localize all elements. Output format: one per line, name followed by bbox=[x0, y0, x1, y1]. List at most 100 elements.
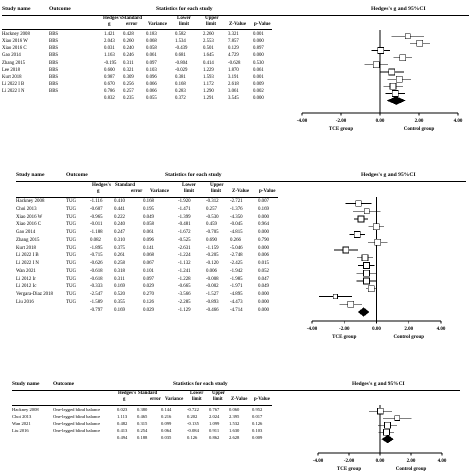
cell-upper: 1.645 bbox=[203, 53, 214, 59]
cell-g: 0.786 bbox=[104, 89, 115, 95]
cell-se: 0.258 bbox=[114, 261, 126, 266]
col-header-variance: Variance bbox=[165, 397, 184, 402]
cell-g: 1.421 bbox=[104, 32, 115, 37]
cell-lower: -1.129 bbox=[178, 307, 191, 313]
col-header-upper: Upper bbox=[212, 391, 226, 396]
cell-g: -2.547 bbox=[90, 292, 103, 297]
col-header-hedges-g: Hedges's bbox=[103, 16, 122, 21]
cell-se: 0.169 bbox=[114, 307, 126, 313]
cell-z: 3.061 bbox=[228, 89, 239, 95]
cell-upper: 2.024 bbox=[209, 414, 220, 419]
effect-square bbox=[416, 40, 424, 47]
cell-lower: -1.471 bbox=[178, 206, 191, 212]
x-tick-label: -2.00 bbox=[339, 327, 350, 332]
cell-z: 3.191 bbox=[228, 74, 239, 80]
cell-g: -1.589 bbox=[90, 299, 103, 305]
cell-z: -4.815 bbox=[230, 230, 243, 235]
cell-p: 0.952 bbox=[252, 407, 263, 412]
header-rule-bottom bbox=[16, 197, 278, 198]
cell-study: Wan 2021 bbox=[16, 268, 36, 274]
cell-lower: 0.582 bbox=[175, 32, 186, 37]
cell-outcome: BBS bbox=[49, 89, 59, 95]
cell-z: -4.895 bbox=[230, 292, 243, 297]
cell-g: 0.494 bbox=[117, 435, 128, 440]
cell-lower: 0.372 bbox=[175, 96, 186, 102]
cell-p: 0.126 bbox=[252, 421, 263, 426]
cell-z: -0.045 bbox=[230, 222, 243, 228]
cell-upper: 0.006 bbox=[206, 268, 218, 274]
effect-square bbox=[372, 61, 380, 69]
cell-study: Hackney 2008 bbox=[16, 199, 45, 204]
cell-study: Gao 2014 bbox=[16, 230, 36, 235]
col-header-upper-2: limit bbox=[213, 397, 223, 402]
cell-outcome: TUG bbox=[66, 206, 77, 212]
forest-panel-tug: Study name Outcome Statistics for each s… bbox=[0, 166, 474, 340]
effect-square bbox=[391, 90, 399, 97]
cell-p: 0.015 bbox=[258, 261, 270, 266]
cell-p: 0.047 bbox=[258, 276, 270, 282]
col-header-hedges-g: Hedges's bbox=[92, 183, 111, 188]
cell-var: 0.029 bbox=[143, 284, 155, 290]
cell-g: 0.023 bbox=[117, 407, 128, 412]
cell-var: 0.183 bbox=[146, 32, 157, 37]
cell-lower: 1.534 bbox=[175, 39, 186, 45]
cell-se: 0.222 bbox=[114, 214, 126, 220]
cell-p: 0.530 bbox=[253, 60, 264, 66]
cell-se: 0.321 bbox=[123, 67, 134, 73]
cell-z: 2.628 bbox=[229, 435, 240, 440]
cell-upper: 0.767 bbox=[209, 407, 220, 412]
cell-lower: 0.168 bbox=[175, 82, 186, 88]
cell-outcome: BBS bbox=[49, 67, 59, 73]
cell-z: 0.060 bbox=[229, 407, 240, 412]
cell-study: Liu 2016 bbox=[12, 428, 29, 433]
cell-lower: -2.631 bbox=[178, 245, 191, 251]
col-header-p-value: p-Value bbox=[254, 22, 271, 27]
cell-outcome: TUG bbox=[66, 245, 77, 251]
cell-upper: 0.257 bbox=[206, 206, 218, 212]
cell-z: -4.350 bbox=[230, 214, 243, 220]
cell-upper: 0.501 bbox=[203, 46, 214, 52]
header-rule-top bbox=[12, 390, 460, 391]
cell-outcome: TUG bbox=[66, 261, 77, 266]
x-tick-label: -2.00 bbox=[344, 459, 355, 464]
cell-se: 0.235 bbox=[123, 96, 134, 102]
cell-z: -5.046 bbox=[230, 245, 243, 251]
x-tick-label: 2.00 bbox=[415, 119, 424, 124]
cell-p: 0.017 bbox=[252, 414, 263, 419]
cell-se: 0.375 bbox=[114, 245, 126, 251]
cell-lower: -0.029 bbox=[175, 67, 188, 73]
cell-outcome: One-legged blind balance bbox=[53, 414, 101, 419]
cell-p: 0.000 bbox=[258, 230, 270, 235]
cell-g: -0.607 bbox=[90, 206, 103, 212]
cell-z: -2.748 bbox=[230, 253, 243, 259]
cell-g: -0.618 bbox=[90, 268, 103, 274]
cell-p: 0.061 bbox=[253, 67, 264, 73]
cell-study: Hackney 2008 bbox=[2, 32, 30, 37]
cell-study: Li 2022 I N bbox=[16, 261, 39, 266]
cell-se: 0.311 bbox=[123, 60, 134, 66]
cell-upper: -1.527 bbox=[206, 292, 219, 297]
col-header-se-2: error bbox=[131, 189, 143, 194]
cell-outcome: TUG bbox=[66, 214, 77, 220]
effect-square bbox=[395, 75, 403, 83]
cell-se: 0.240 bbox=[123, 46, 134, 52]
effect-square bbox=[363, 208, 370, 215]
cell-p: 0.049 bbox=[258, 284, 270, 290]
col-header-lower: Lower bbox=[177, 16, 191, 21]
cell-g: -0.797 bbox=[90, 307, 103, 313]
cell-z: -2.721 bbox=[230, 199, 243, 204]
cell-lower: 0.381 bbox=[175, 74, 186, 80]
cell-g: 0.082 bbox=[90, 237, 102, 243]
cell-upper: 2.260 bbox=[203, 32, 214, 37]
cell-se: 0.355 bbox=[114, 299, 126, 305]
col-header-lower: Lower bbox=[182, 183, 196, 188]
cell-z: 0.266 bbox=[230, 237, 242, 243]
cell-p: 0.009 bbox=[252, 435, 263, 440]
cell-g: 0.031 bbox=[104, 46, 115, 52]
header-study-name: Study name bbox=[16, 172, 45, 178]
forest-panel-one-legged: Study name Outcome Statistics for each s… bbox=[0, 373, 474, 474]
effect-square bbox=[342, 246, 350, 254]
cell-g: -1.895 bbox=[90, 245, 103, 251]
cell-g: -0.195 bbox=[104, 60, 117, 66]
cell-upper: 1.290 bbox=[203, 89, 214, 95]
